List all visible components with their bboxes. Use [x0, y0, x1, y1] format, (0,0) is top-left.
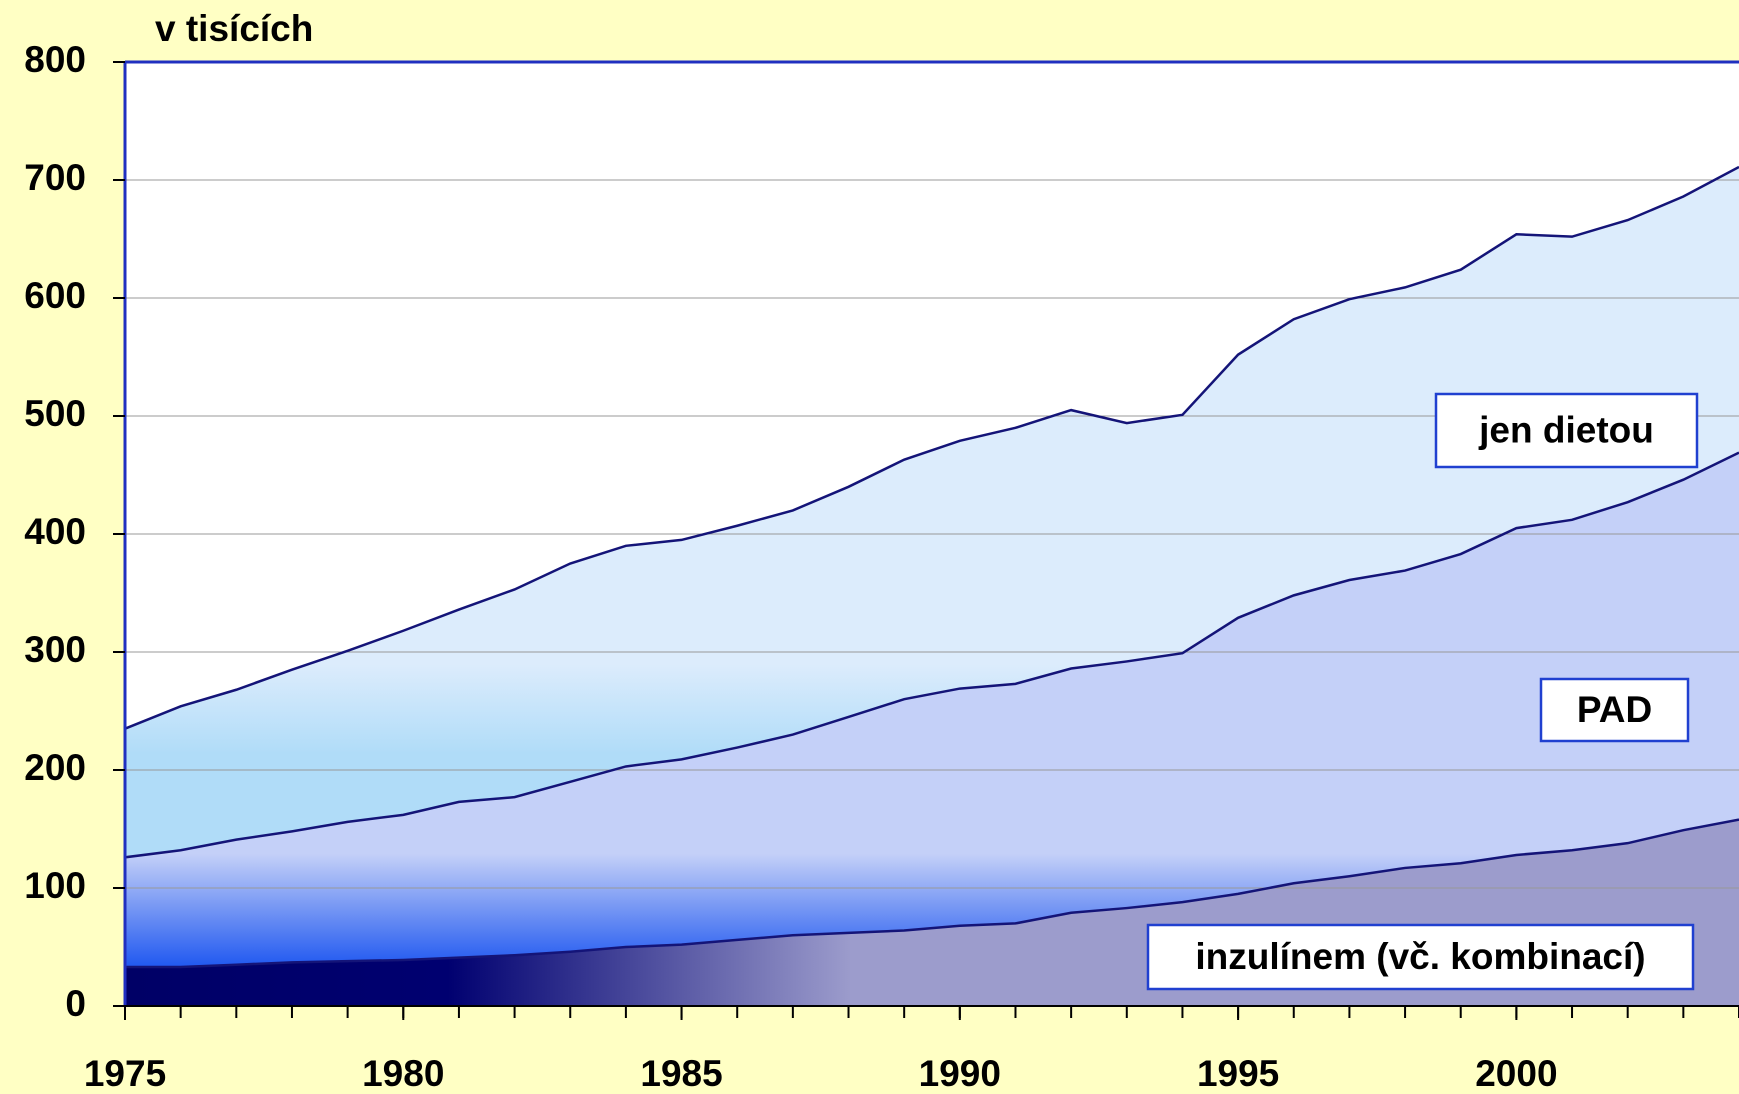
series-line	[124, 165, 1739, 730]
legend-label: inzulínem (vč. kombinací)	[1195, 936, 1645, 977]
y-tick-label: 800	[24, 39, 86, 80]
area	[125, 452, 1739, 968]
y-tick-label: 100	[24, 865, 86, 906]
y-tick-label: 300	[24, 629, 86, 670]
y-tick-label: 700	[24, 157, 86, 198]
x-tick-label: 1985	[640, 1053, 722, 1094]
chart-title: v tisících	[155, 8, 313, 49]
y-tick-label: 400	[24, 511, 86, 552]
series-line	[124, 451, 1739, 859]
x-tick-label: 1980	[362, 1053, 444, 1094]
x-tick-label: 1975	[84, 1053, 166, 1094]
y-tick-label: 500	[24, 393, 86, 434]
y-tick-label: 200	[24, 747, 86, 788]
legend-box	[1146, 923, 1695, 991]
x-tick-label: 2000	[1475, 1053, 1557, 1094]
legend-box	[1434, 392, 1699, 469]
legend-label: jen dietou	[1478, 409, 1654, 450]
series-line	[125, 818, 1739, 969]
x-tick-label: 1995	[1197, 1053, 1279, 1094]
y-tick-label: 600	[24, 275, 86, 316]
area	[125, 167, 1739, 858]
x-tick-label: 1990	[919, 1053, 1001, 1094]
legend-label: PAD	[1577, 689, 1652, 730]
legend-box	[1539, 677, 1690, 743]
y-tick-label: 0	[65, 983, 86, 1024]
